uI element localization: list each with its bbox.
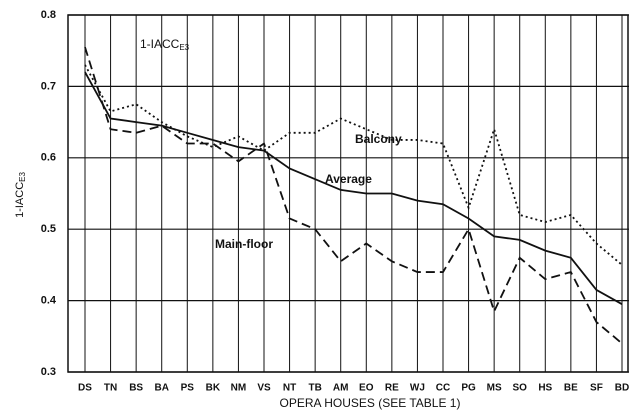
y-tick-label: 0.7 (41, 80, 56, 92)
x-tick-label: EO (359, 383, 374, 394)
x-tick-label: TB (308, 383, 321, 394)
x-tick-label: PG (461, 383, 476, 394)
x-tick-label: NT (283, 383, 296, 394)
y-axis-label-main: 1-IACC (14, 182, 26, 218)
x-tick-label: BK (206, 383, 221, 394)
series-line (84, 71, 623, 305)
x-tick-label: MS (487, 383, 502, 394)
annotation: 1-IACCE3 (140, 37, 190, 52)
annotation-sub: E3 (179, 43, 189, 52)
y-tick-label: 0.8 (41, 9, 56, 21)
series-line (84, 46, 623, 345)
x-tick-label: PS (181, 383, 195, 394)
series-line (84, 64, 623, 266)
plot-frame (67, 14, 629, 373)
x-tick-label: DS (78, 383, 92, 394)
x-tick-label: CC (436, 383, 450, 394)
y-tick-label: 0.4 (41, 295, 57, 307)
annotation: Main-floor (215, 237, 273, 251)
annotation: Average (325, 172, 372, 186)
x-tick-label: RE (385, 383, 399, 394)
x-tick-label: SO (512, 383, 527, 394)
x-tick-label: WJ (410, 383, 425, 394)
x-axis-label: OPERA HOUSES (SEE TABLE 1) (280, 396, 461, 410)
x-tick-label: SF (590, 383, 603, 394)
x-tick-label: HS (538, 383, 552, 394)
x-tick-label: VS (257, 383, 271, 394)
x-tick-label: BD (615, 383, 629, 394)
x-tick-label: NM (231, 383, 247, 394)
annotation-main: 1-IACC (140, 37, 180, 51)
y-tick-label: 0.5 (41, 223, 56, 235)
x-tick-label: BS (129, 383, 143, 394)
y-axis-label-sub: E3 (18, 172, 27, 182)
y-tick-label: 0.3 (41, 366, 56, 378)
x-tick-label: BA (154, 383, 168, 394)
x-tick-label: TN (104, 383, 117, 394)
y-axis-label: 1-IACCE3 (14, 172, 27, 218)
x-tick-label: AM (333, 383, 349, 394)
y-tick-label: 0.6 (41, 152, 56, 164)
x-tick-label: BE (564, 383, 578, 394)
